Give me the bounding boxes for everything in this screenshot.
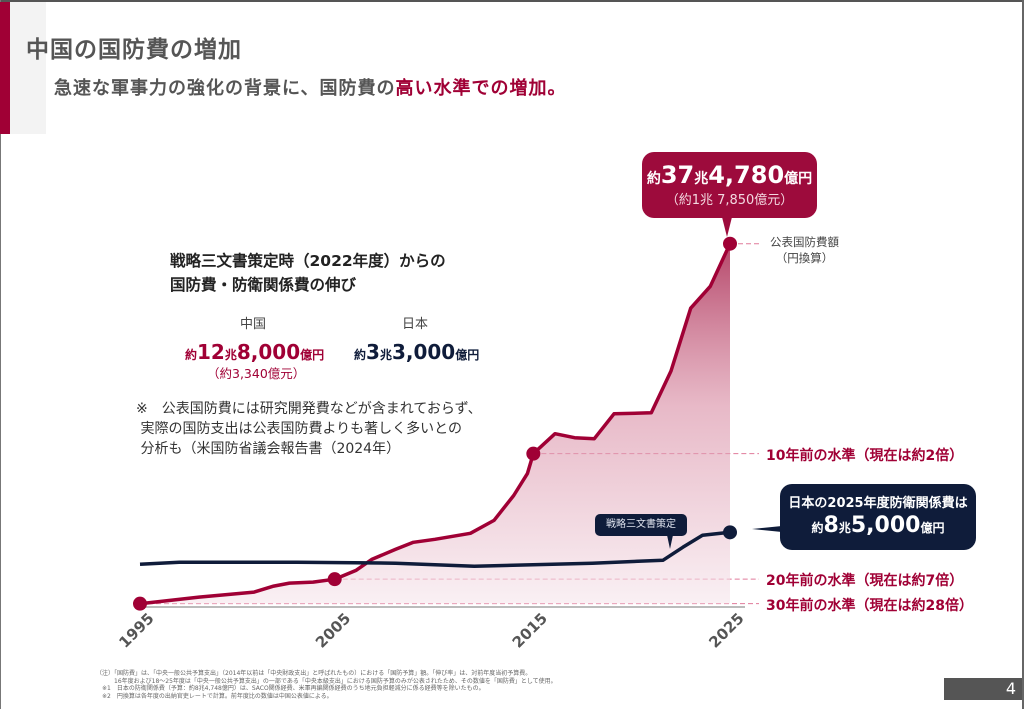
amount-unit-okuen: 億円: [920, 521, 945, 535]
amount-oku: 3,000: [391, 340, 456, 364]
frame-top-border: [0, 0, 1024, 2]
footnotes: （注）「国防費」は、「中央一般公共予算支出」（2014年以前は「中央財政支出」と…: [96, 670, 557, 700]
frame-right-border: [1022, 0, 1024, 709]
china-total-callout: 約37兆4,780億円 （約1兆 7,850億元）: [642, 152, 817, 218]
level-label-20y: 20年前の水準（現在は約7倍）: [766, 573, 964, 589]
amount-unit-okuen: 億円: [784, 171, 813, 187]
china-total-yuan: （約1兆 7,850億元）: [665, 193, 794, 208]
japan-callout-heading: 日本の2025年度防衛関係費は: [788, 496, 968, 511]
china-data-point: [133, 596, 147, 611]
china-growth-yuan: （約3,340億元）: [207, 366, 306, 381]
amount-unit-okuen: 億円: [455, 348, 480, 362]
japan-callout-pointer: [752, 526, 782, 532]
subtitle-prefix: 急速な軍事力の強化の背景に、国防費の: [54, 78, 396, 99]
china-data-point: [327, 572, 342, 587]
amount-prefix: 約: [811, 521, 824, 535]
strategy-documents-tag: 戦略三文書策定: [595, 514, 687, 536]
x-tick-label: 2005: [312, 609, 354, 651]
japan-column-label: 日本: [402, 317, 429, 332]
x-tick-label: 2025: [705, 609, 747, 651]
china-data-point: [723, 236, 737, 251]
frame-left-border: [0, 0, 1, 709]
level-label-10y: 10年前の水準（現在は約2倍）: [766, 448, 964, 464]
page-number: 4: [944, 678, 1022, 700]
growth-panel-title: 戦略三文書策定時（2022年度）からの 国防費・防衛関係費の伸び: [170, 249, 446, 297]
china-callout-pointer: [722, 217, 732, 237]
accent-bar: [0, 2, 10, 134]
amount-oku: 4,780: [708, 161, 785, 189]
amount-trillion: 3: [366, 340, 380, 364]
amount-unit-cho: 兆: [379, 348, 392, 362]
amount-oku: 5,000: [850, 513, 921, 538]
published-label-line1: 公表国防費額: [770, 235, 839, 249]
amount-prefix: 約: [646, 171, 661, 187]
amount-prefix: 約: [185, 348, 198, 362]
china-growth-amount: 約12兆8,000億円: [185, 340, 324, 364]
subtitle-highlight: 高い水準での増加。: [395, 78, 567, 99]
china-area-fill: [140, 243, 730, 604]
amount-oku: 8,000: [236, 340, 301, 364]
amount-unit-cho: 兆: [694, 171, 709, 187]
strategy-tag-pointer: [667, 535, 673, 549]
amount-trillion: 8: [823, 513, 839, 538]
amount-unit-cho: 兆: [224, 348, 237, 362]
research-note: ※ 公表国防費には研究開発費などが含まれておらず、 実際の国防支出は公表国防費よ…: [136, 401, 482, 457]
japan-data-point: [723, 525, 737, 540]
amount-trillion: 37: [660, 161, 695, 189]
page-title: 中国の国防費の増加: [26, 37, 242, 63]
amount-unit-cho: 兆: [838, 521, 851, 535]
china-data-point: [526, 446, 541, 461]
x-tick-label: 2015: [509, 609, 551, 651]
japan-callout-amount: 約8兆5,000億円: [780, 513, 976, 538]
level-label-30y: 30年前の水準（現在は約28倍）: [766, 598, 973, 614]
amount-unit-okuen: 億円: [300, 348, 325, 362]
published-label-line2: （円換算）: [775, 251, 834, 265]
amount-prefix: 約: [354, 348, 367, 362]
growth-title-line1: 戦略三文書策定時（2022年度）からの: [170, 252, 446, 270]
published-budget-label: 公表国防費額 （円換算）: [770, 234, 839, 266]
page-subtitle: 急速な軍事力の強化の背景に、国防費の高い水準での増加。: [54, 74, 566, 100]
japan-series-line: [139, 530, 731, 568]
china-column-label: 中国: [240, 317, 267, 332]
amount-trillion: 12: [197, 340, 225, 364]
japan-growth-amount: 約3兆3,000億円: [354, 340, 479, 364]
china-total-amount: 約37兆4,780億円: [642, 161, 817, 189]
growth-title-line2: 国防費・防衛関係費の伸び: [170, 276, 357, 294]
japan-budget-callout: 日本の2025年度防衛関係費は 約8兆5,000億円: [780, 484, 976, 550]
china-series-line: [139, 242, 732, 606]
x-tick-label: 1995: [115, 609, 157, 651]
